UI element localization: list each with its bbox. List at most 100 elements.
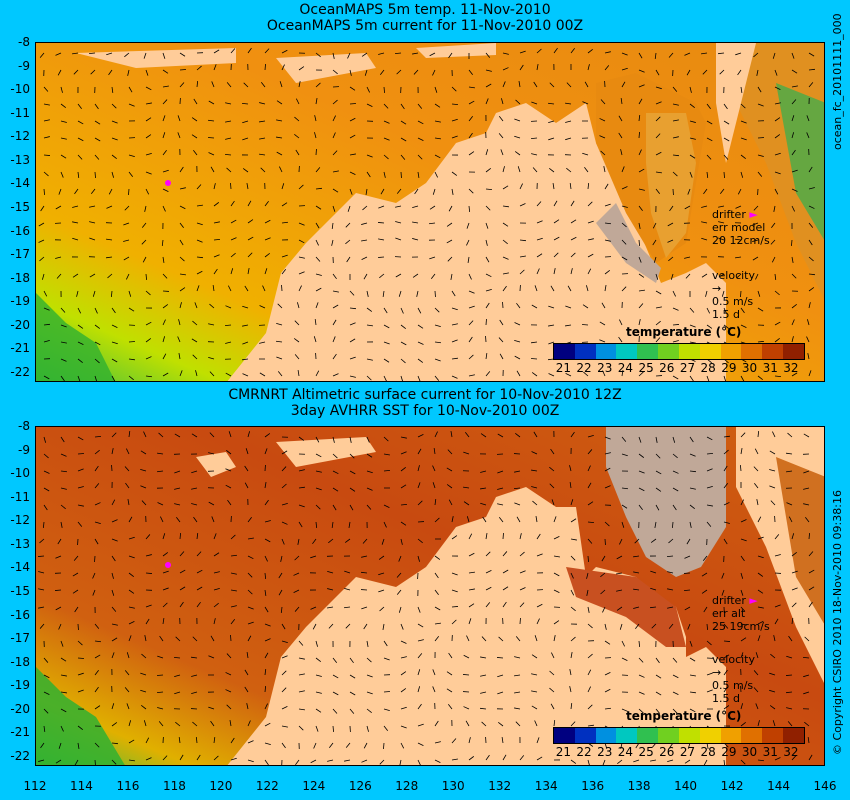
current-arrow	[803, 487, 810, 490]
current-arrow	[90, 188, 96, 194]
current-arrow	[111, 358, 118, 363]
current-arrow	[209, 303, 215, 309]
current-arrow	[247, 635, 252, 642]
map-panel-model[interactable]: drifter ► err model 20 12cm/s velocity →…	[35, 42, 825, 382]
current-arrow	[638, 84, 645, 88]
current-arrow	[125, 482, 130, 489]
current-arrow	[740, 637, 747, 642]
current-arrow	[706, 436, 713, 441]
current-arrow	[361, 239, 368, 242]
current-arrow	[43, 674, 50, 679]
current-arrow	[111, 154, 117, 160]
current-arrow	[667, 588, 674, 591]
current-arrow	[310, 555, 317, 559]
colorbar-tick: 30	[741, 745, 758, 759]
current-arrow	[774, 86, 781, 91]
current-arrow	[417, 500, 423, 506]
current-arrow	[77, 725, 84, 730]
current-arrow	[275, 340, 283, 343]
current-arrow	[774, 618, 779, 625]
current-arrow	[463, 501, 470, 506]
current-arrow	[315, 222, 320, 229]
current-arrow	[617, 759, 623, 765]
current-arrow	[587, 434, 594, 438]
colorbar-swatch	[554, 344, 575, 359]
current-arrow	[57, 538, 62, 545]
current-arrow	[485, 98, 489, 105]
current-arrow	[757, 620, 764, 625]
current-arrow	[191, 656, 198, 659]
current-arrow	[230, 268, 234, 275]
current-arrow	[466, 239, 470, 246]
drifter-marker[interactable]	[165, 562, 171, 568]
current-arrow	[383, 504, 390, 508]
current-arrow	[463, 706, 470, 710]
current-arrow	[344, 538, 351, 543]
current-arrow	[550, 703, 555, 710]
current-arrow	[432, 686, 436, 693]
current-arrow	[721, 572, 725, 579]
current-arrow	[417, 639, 424, 642]
current-arrow	[587, 220, 594, 224]
panel2-title-line1: CMRNRT Altimetric surface current for 10…	[228, 387, 622, 403]
current-arrow	[638, 205, 643, 212]
current-arrow	[328, 538, 334, 544]
current-arrow	[570, 721, 576, 727]
latitude-tick: -11	[10, 489, 30, 504]
current-arrow	[502, 272, 509, 275]
current-arrow	[400, 538, 403, 545]
colorbar-swatch	[699, 344, 721, 359]
current-arrow	[434, 375, 440, 381]
current-arrow	[804, 721, 810, 727]
current-arrow	[162, 755, 168, 761]
colorbar-tick: 29	[721, 361, 737, 375]
current-arrow	[60, 640, 64, 647]
current-arrow	[689, 86, 692, 93]
current-arrow	[94, 538, 99, 545]
current-arrow	[638, 303, 644, 309]
current-arrow	[143, 52, 147, 59]
current-arrow	[38, 606, 45, 609]
current-arrow	[315, 453, 322, 458]
current-arrow	[548, 120, 555, 123]
current-arrow	[247, 268, 250, 275]
current-arrow	[111, 324, 118, 329]
current-arrow	[43, 725, 46, 732]
current-arrow	[400, 671, 407, 676]
current-arrow	[332, 691, 339, 696]
current-arrow	[808, 52, 815, 57]
map-panel-satellite[interactable]: drifter ► err alt 25 19cm/s velocity → 0…	[35, 426, 825, 766]
current-arrow	[111, 171, 115, 178]
current-arrow	[349, 290, 355, 296]
current-arrow	[77, 137, 84, 142]
current-arrow	[380, 188, 385, 195]
current-arrow	[466, 222, 470, 229]
current-arrow	[672, 453, 678, 459]
colorbar-swatch	[762, 728, 784, 743]
err-label: err model	[712, 221, 766, 234]
current-arrow	[298, 66, 305, 71]
current-arrow	[553, 236, 560, 241]
current-arrow	[756, 499, 759, 506]
latitude-tick: -21	[10, 341, 30, 356]
current-arrow	[604, 51, 611, 54]
current-arrow	[315, 239, 319, 246]
current-arrow	[502, 52, 509, 55]
current-arrow	[638, 273, 645, 278]
current-arrow	[638, 470, 645, 474]
current-arrow	[43, 188, 45, 196]
current-arrow	[532, 167, 538, 173]
latitude-tick: -19	[10, 294, 30, 309]
current-arrow	[653, 256, 657, 263]
current-arrow	[464, 432, 470, 438]
current-arrow	[124, 687, 130, 693]
current-arrow	[621, 286, 627, 292]
current-arrow	[297, 538, 300, 545]
drifter-marker[interactable]	[165, 180, 171, 186]
current-arrow	[94, 103, 99, 110]
current-arrow	[757, 555, 764, 559]
current-arrow	[128, 635, 132, 642]
current-arrow	[127, 499, 130, 506]
current-arrow	[536, 553, 543, 557]
current-arrow	[349, 134, 356, 139]
